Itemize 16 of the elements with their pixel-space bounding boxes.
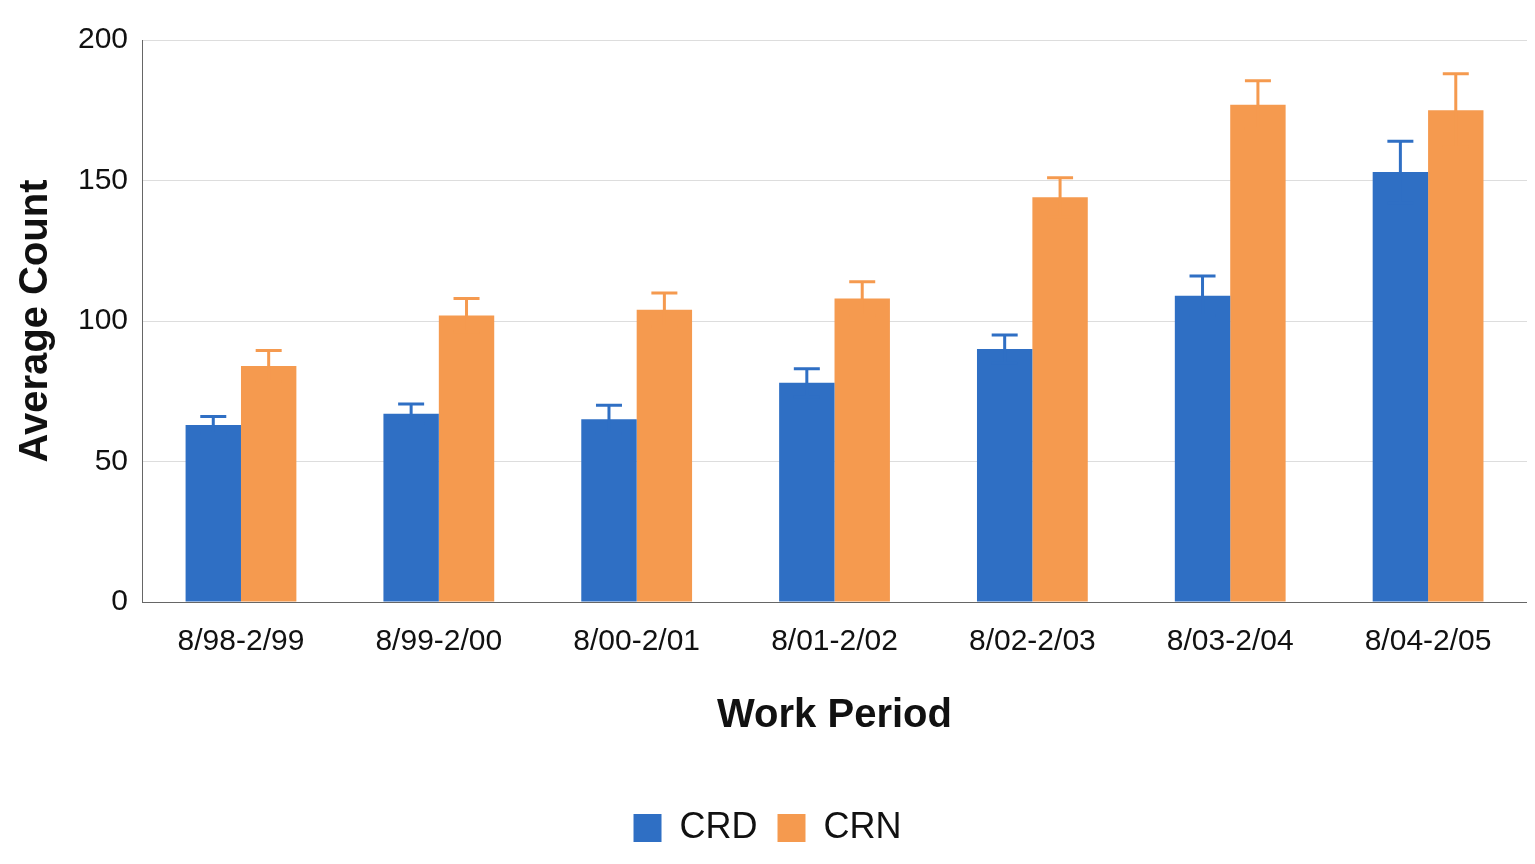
legend-label: CRN [823,804,902,846]
x-tick-label: 8/00-2/01 [573,623,701,657]
y-tick-label: 0 [111,583,129,617]
y-tick-label: 200 [77,21,129,55]
x-axis-title: Work Period [717,691,952,736]
y-tick-label: 100 [77,302,129,336]
y-tick-label: 150 [77,161,129,195]
y-tick-label: 50 [94,442,129,476]
x-tick-label: 8/02-2/03 [968,623,1096,657]
x-tick-label: 8/98-2/99 [177,623,305,657]
y-axis-title: Average Count [11,179,56,463]
legend-label: CRD [679,804,758,846]
x-tick-label: 8/04-2/05 [1364,623,1492,657]
x-tick-label: 8/03-2/04 [1166,623,1294,657]
x-tick-label: 8/99-2/00 [375,623,503,657]
x-tick-label: 8/01-2/02 [771,623,898,657]
